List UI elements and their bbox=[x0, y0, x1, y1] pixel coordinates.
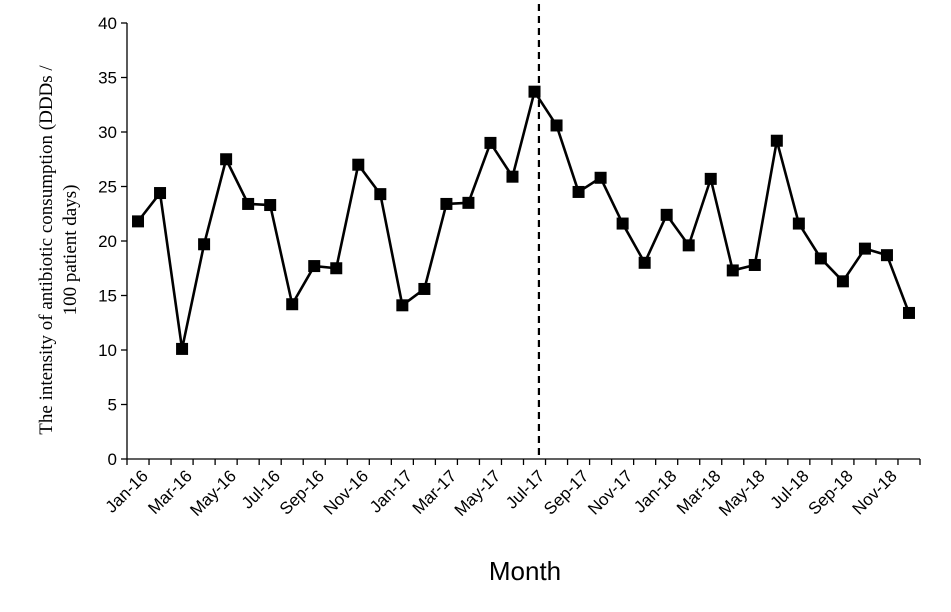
x-tick-label: Jan-18 bbox=[630, 466, 680, 516]
data-point-marker bbox=[572, 185, 585, 198]
data-point-marker bbox=[858, 242, 871, 255]
x-tick-label: Jan-16 bbox=[102, 466, 152, 516]
y-axis-label-line-2: 100 patient days) bbox=[60, 185, 81, 316]
y-tick-label: 10 bbox=[98, 341, 117, 360]
y-tick-label: 35 bbox=[98, 69, 117, 88]
y-tick-label: 30 bbox=[98, 123, 117, 142]
x-tick-label: Sep-16 bbox=[276, 466, 328, 518]
data-point-marker bbox=[660, 208, 673, 221]
y-axis-label-line-1: The intensity of antibiotic consumption … bbox=[36, 65, 57, 435]
x-tick-label: Nov-18 bbox=[849, 466, 901, 518]
data-point-marker bbox=[528, 85, 541, 98]
data-point-marker bbox=[682, 239, 695, 252]
y-tick-label: 0 bbox=[108, 450, 117, 469]
data-point-marker bbox=[770, 134, 783, 147]
data-point-marker bbox=[462, 196, 475, 209]
data-point-marker bbox=[792, 217, 805, 230]
data-point-marker bbox=[352, 158, 365, 171]
x-axis: Jan-16Mar-16May-16Jul-16Sep-16Nov-16Jan-… bbox=[102, 458, 921, 520]
data-point-marker bbox=[638, 256, 651, 269]
data-point-marker bbox=[396, 299, 409, 312]
data-point-marker bbox=[330, 262, 343, 275]
data-point-marker bbox=[440, 197, 453, 210]
y-tick-label: 25 bbox=[98, 178, 117, 197]
x-axis-label: Month bbox=[489, 556, 561, 586]
data-point-marker bbox=[308, 260, 321, 273]
x-tick-label: May-18 bbox=[715, 466, 769, 520]
x-tick-label: May-17 bbox=[451, 466, 505, 520]
data-point-marker bbox=[880, 249, 893, 262]
data-point-marker bbox=[550, 119, 563, 132]
series-layer bbox=[132, 85, 915, 355]
y-tick-label: 20 bbox=[98, 232, 117, 251]
data-point-marker bbox=[594, 171, 607, 184]
data-point-marker bbox=[704, 172, 717, 185]
y-axis: 0 5 10 15 20 25 30 35 40 bbox=[98, 14, 128, 469]
y-tick-label: 40 bbox=[98, 14, 117, 33]
data-point-marker bbox=[154, 187, 167, 200]
data-point-marker bbox=[748, 258, 761, 271]
x-tick-label: Nov-16 bbox=[320, 466, 372, 518]
data-point-marker bbox=[242, 197, 255, 210]
x-tick-label: Nov-17 bbox=[584, 466, 636, 518]
y-tick-label: 15 bbox=[98, 287, 117, 306]
data-point-marker bbox=[726, 264, 739, 277]
data-point-marker bbox=[198, 238, 211, 251]
data-point-marker bbox=[264, 199, 277, 212]
data-point-marker bbox=[484, 136, 497, 149]
data-point-marker bbox=[176, 342, 189, 355]
x-tick-label: Sep-18 bbox=[805, 466, 857, 518]
data-point-marker bbox=[220, 153, 233, 166]
data-point-marker bbox=[374, 188, 387, 201]
x-tick-label: May-16 bbox=[186, 466, 240, 520]
x-tick-label: Mar-18 bbox=[673, 466, 725, 518]
y-axis-label: The intensity of antibiotic consumption … bbox=[36, 65, 81, 435]
y-tick-label: 5 bbox=[108, 396, 117, 415]
data-point-marker bbox=[132, 215, 145, 228]
data-point-marker bbox=[286, 298, 299, 311]
data-point-marker bbox=[836, 275, 849, 288]
data-point-marker bbox=[506, 170, 519, 183]
data-point-marker bbox=[418, 282, 431, 295]
x-tick-label: Jan-17 bbox=[366, 466, 416, 516]
data-point-marker bbox=[616, 217, 629, 230]
x-tick-label: Mar-17 bbox=[409, 466, 461, 518]
x-tick-label: Sep-17 bbox=[540, 466, 592, 518]
data-point-marker bbox=[902, 306, 915, 319]
x-tick-label: Mar-16 bbox=[144, 466, 196, 518]
data-point-marker bbox=[814, 252, 827, 265]
